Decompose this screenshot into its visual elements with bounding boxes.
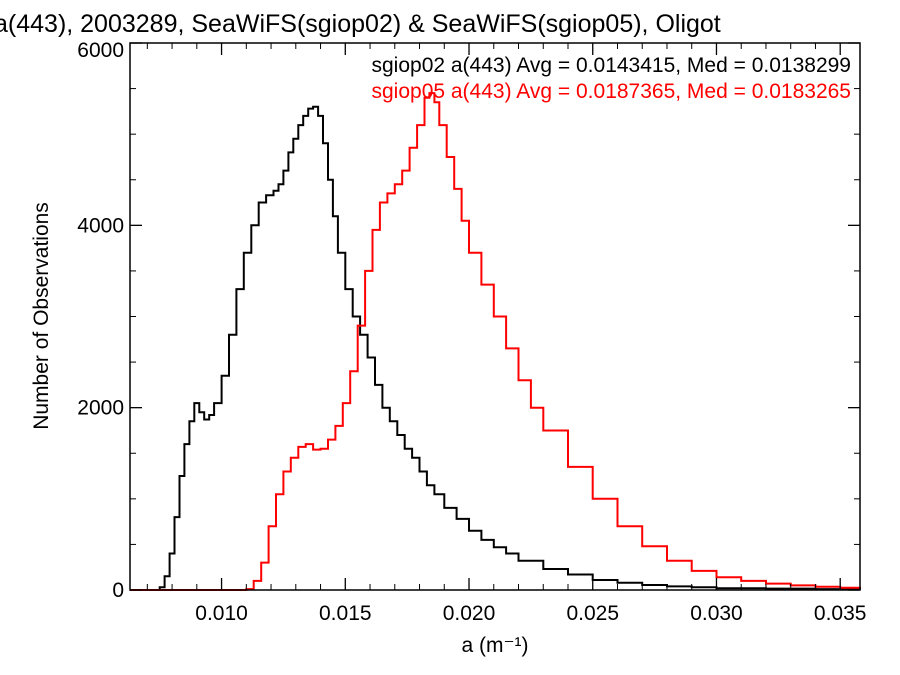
series-line-0	[130, 105, 861, 591]
axis-ticks: 0.010 0.015 0.020 0.025 0.030 0.035 0 2000 4000 6…	[77, 39, 866, 625]
x-tick-label: 0.010	[195, 602, 248, 625]
y-tick-label: 4000	[77, 214, 124, 237]
series-layer	[130, 92, 861, 591]
x-tick-label: 0.030	[690, 602, 743, 625]
y-tick-label: 2000	[77, 397, 124, 420]
plot-frame	[129, 42, 861, 591]
x-tick-label: 0.035	[814, 602, 867, 625]
series-line-1	[130, 92, 861, 591]
y-tick-label: 6000	[77, 39, 124, 62]
x-axis-label: a (m⁻¹)	[461, 634, 528, 657]
y-axis-label: Number of Observations	[30, 202, 53, 430]
x-tick-label: 0.025	[566, 602, 619, 625]
x-tick-label: 0.015	[319, 602, 372, 625]
annotation-sgiop05: sgiop05 a(443) Avg = 0.0187365, Med = 0.…	[371, 80, 851, 103]
annotation-sgiop02: sgiop02 a(443) Avg = 0.0143415, Med = 0.…	[371, 54, 851, 77]
y-tick-label: 0	[112, 579, 124, 602]
chart-title: a(443), 2003289, SeaWiFS(sgiop02) & SeaW…	[0, 10, 721, 38]
x-tick-label: 0.020	[443, 602, 496, 625]
